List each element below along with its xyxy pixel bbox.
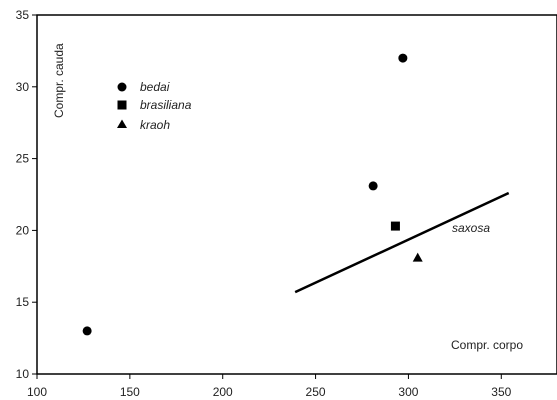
y-axis-ticks: 10 15 20 25 30 35 bbox=[16, 8, 37, 381]
x-axis-label: Compr. corpo bbox=[451, 338, 523, 352]
legend: bedai brasiliana kraoh bbox=[117, 80, 192, 132]
legend-brasiliana-label: brasiliana bbox=[140, 98, 192, 112]
data-point-brasiliana bbox=[390, 221, 400, 231]
data-points bbox=[82, 53, 423, 336]
x-tick-label: 350 bbox=[491, 385, 511, 399]
data-point-bedai bbox=[82, 326, 92, 336]
legend-brasiliana-marker bbox=[117, 100, 127, 110]
y-tick-label: 15 bbox=[16, 295, 30, 309]
y-axis-label: Compr. cauda bbox=[52, 43, 66, 118]
x-tick-label: 100 bbox=[27, 385, 47, 399]
regression-line-label: saxosa bbox=[452, 221, 490, 235]
plot-frame bbox=[36, 14, 557, 375]
legend-kraoh-marker bbox=[117, 119, 127, 128]
regression-line-layer bbox=[294, 191, 510, 294]
x-axis-ticks: 100 150 200 250 300 350 bbox=[27, 374, 512, 399]
y-tick-label: 30 bbox=[16, 80, 30, 94]
x-tick-label: 200 bbox=[213, 385, 233, 399]
data-point-bedai bbox=[398, 53, 408, 63]
legend-bedai-marker bbox=[117, 82, 127, 92]
x-tick-label: 150 bbox=[120, 385, 140, 399]
legend-kraoh-label: kraoh bbox=[140, 118, 170, 132]
regression-line bbox=[294, 191, 510, 294]
data-point-bedai bbox=[368, 181, 378, 191]
x-tick-label: 300 bbox=[398, 385, 418, 399]
y-tick-label: 20 bbox=[16, 223, 30, 237]
y-tick-label: 10 bbox=[16, 367, 30, 381]
data-point-kraoh bbox=[412, 252, 423, 262]
y-tick-label: 25 bbox=[16, 152, 30, 166]
legend-bedai-label: bedai bbox=[140, 80, 170, 94]
x-tick-label: 250 bbox=[306, 385, 326, 399]
y-tick-label: 35 bbox=[16, 8, 30, 22]
